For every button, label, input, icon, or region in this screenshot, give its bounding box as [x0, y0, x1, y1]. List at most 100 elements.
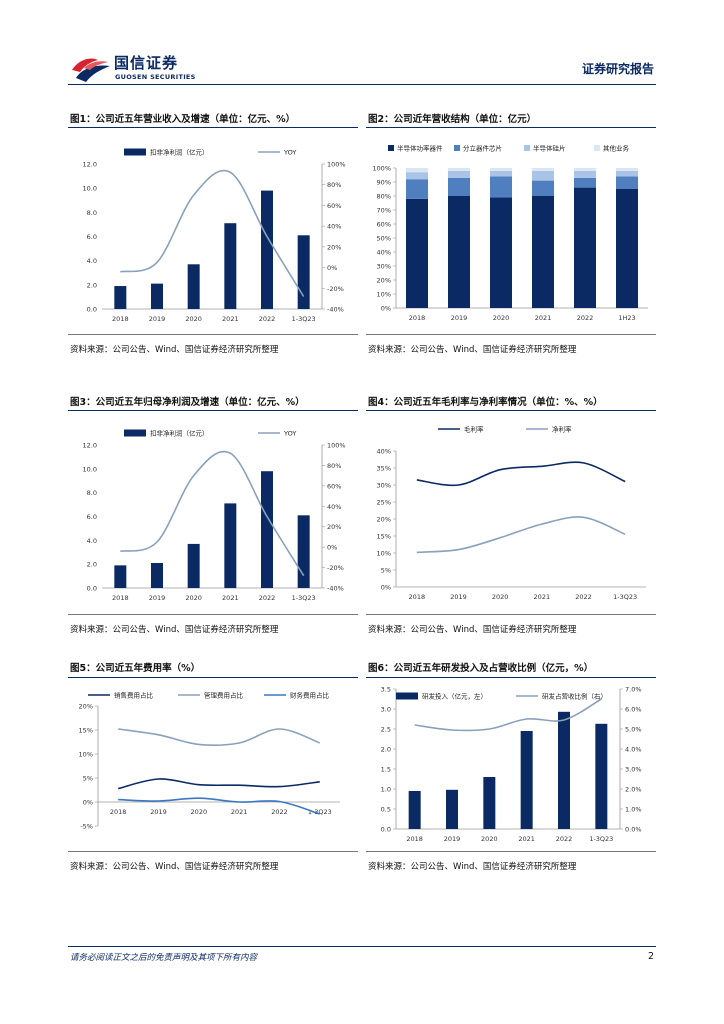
right-axis-tick: 60% — [327, 202, 341, 210]
bar-2021-其他业务 — [532, 168, 554, 171]
legend-bar-swatch — [396, 692, 418, 700]
figure-6-title: 图6：公司近五年研发投入及占营收比例（亿元，%） — [368, 663, 594, 674]
x-axis-tick-2022: 2022 — [556, 835, 573, 842]
legend-swatch-其他业务 — [594, 145, 600, 151]
line-series-毛利率 — [416, 461, 626, 487]
bar-2021-分立器件芯片 — [532, 180, 554, 196]
bar-2019 — [151, 283, 163, 309]
figure-3-chart: 0.0 2.0 4.0 6.0 8.0 10.0 12.0 -40% -20% 0% 20% 40% 6… — [68, 423, 358, 606]
line-series-YOY — [120, 450, 305, 577]
bar-2018 — [408, 791, 421, 829]
left-axis-tick: 10.0 — [83, 465, 97, 473]
right-axis-tick: -20% — [327, 564, 344, 572]
y-axis-tick: 10% — [377, 550, 391, 558]
bar-2018-半导体硅片 — [406, 172, 428, 180]
right-axis-tick: -40% — [327, 585, 344, 593]
x-axis-tick-2022: 2022 — [577, 314, 594, 322]
x-axis-tick-1-3Q23: 1-3Q23 — [292, 315, 316, 323]
bar-2021-半导体功率器件 — [532, 196, 554, 308]
page-header: 国信证券 GUOSEN SECURITIES 证券研究报告 — [0, 0, 724, 90]
figure-6-bottom-rule — [366, 851, 656, 852]
left-axis-tick: 3.0 — [381, 706, 391, 714]
bar-2018 — [114, 565, 127, 588]
left-axis-tick: 12.0 — [83, 161, 97, 169]
right-axis-tick: 7.0% — [625, 686, 642, 694]
right-axis-tick: 60% — [327, 482, 341, 490]
right-axis-tick: 100% — [327, 161, 346, 169]
bar-2022 — [558, 711, 570, 829]
legend-label-其他业务: 其他业务 — [603, 144, 630, 153]
figure-5-top-rule — [68, 677, 358, 678]
left-axis-tick: 1.5 — [381, 766, 391, 774]
bar-2019-半导体硅片 — [448, 170, 470, 178]
right-axis-tick: 0% — [327, 544, 337, 552]
y-axis-tick: 20% — [377, 516, 391, 524]
x-axis-tick-1-3Q23: 1-3Q23 — [589, 835, 613, 842]
legend-label-半导体硅片: 半导体硅片 — [533, 144, 566, 153]
x-axis-tick-2018: 2018 — [112, 594, 129, 602]
left-axis-tick: 2.5 — [381, 726, 391, 734]
chart-svg: 0.0 2.0 4.0 6.0 8.0 10.0 12.0 -40% -20% 0% 20% 40% 6… — [83, 148, 346, 324]
left-axis-tick: 4.0 — [87, 257, 97, 265]
x-axis-tick-2020: 2020 — [481, 835, 498, 842]
bar-1H23-分立器件芯片 — [616, 176, 638, 189]
bar-1-3Q23 — [595, 723, 608, 829]
y-axis-tick: 80% — [377, 193, 391, 201]
x-axis-tick-2018: 2018 — [112, 315, 129, 323]
left-axis-tick: 0.0 — [381, 826, 391, 834]
x-axis-tick-2020: 2020 — [492, 593, 509, 601]
bar-2022-半导体功率器件 — [574, 187, 596, 308]
figure-5-source: 资料来源：公司公告、Wind、国信证券经济研究所整理 — [70, 862, 279, 872]
figure-1-bottom-rule — [68, 334, 358, 335]
bar-2018-半导体功率器件 — [406, 198, 428, 308]
figure-1-top-rule — [68, 127, 358, 128]
figure-2-top-rule — [366, 127, 656, 128]
figure-2-bottom-rule — [366, 334, 656, 335]
bar-2022-其他业务 — [574, 168, 596, 171]
figure-4-bottom-rule — [366, 614, 656, 615]
figure-1-chart: 0.0 2.0 4.0 6.0 8.0 10.0 12.0 -40% -20% 0% 20% 40% 6… — [68, 142, 358, 327]
page-number: 2 — [647, 951, 654, 962]
right-axis-tick: 0.0% — [625, 826, 642, 834]
y-axis-tick: 35% — [377, 465, 391, 473]
chart-svg: 0% 5% 10% 15% 20% 25% 30% 35% 40% 2018 2019 2020 202… — [377, 425, 646, 601]
bar-2022-半导体硅片 — [574, 170, 596, 178]
x-axis-tick-2019: 2019 — [451, 314, 468, 322]
footer-disclaimer: 请务必阅读正文之后的免责声明及其项下所有内容 — [70, 953, 258, 963]
x-axis-tick-2018: 2018 — [110, 808, 127, 816]
y-axis-tick: 100% — [372, 165, 391, 173]
bar-2022 — [261, 190, 273, 309]
bar-1H23-半导体功率器件 — [616, 189, 638, 308]
right-axis-tick: 5.0% — [625, 726, 642, 734]
figure-2-chart: 0% 10% 20% 30% 40% 50% 60% 70% 80% 90% 100% 2018 201… — [366, 138, 656, 328]
x-axis-tick-2021: 2021 — [231, 808, 248, 816]
logo-text-en: GUOSEN SECURITIES — [115, 73, 196, 81]
right-axis-tick: 40% — [327, 503, 341, 511]
bar-2018-分立器件芯片 — [406, 179, 428, 199]
bar-2020 — [187, 264, 200, 309]
legend-line-label: 研发占营收比例（右） — [542, 692, 607, 701]
x-axis-tick-2019: 2019 — [149, 594, 166, 602]
figure-6-source: 资料来源：公司公告、Wind、国信证券经济研究所整理 — [368, 862, 577, 872]
left-axis-tick: 2.0 — [87, 281, 97, 289]
right-axis-tick: 6.0% — [625, 706, 642, 714]
bar-1H23-半导体硅片 — [616, 170, 638, 177]
x-axis-tick-2019: 2019 — [444, 835, 461, 842]
x-axis-tick-1-3Q23: 1-3Q23 — [613, 593, 637, 601]
left-axis-tick: 3.5 — [381, 686, 391, 694]
x-axis-tick-1-3Q23: 1-3Q23 — [292, 594, 316, 602]
x-axis-tick-2022: 2022 — [271, 808, 288, 816]
x-axis-tick-1H23: 1H23 — [618, 314, 635, 322]
chart-svg: 0.0 2.0 4.0 6.0 8.0 10.0 12.0 -40% -20% 0% 20% 40% 6… — [83, 429, 346, 603]
legend-line-label: YOY — [283, 149, 296, 157]
figure-3-source: 资料来源：公司公告、Wind、国信证券经济研究所整理 — [70, 625, 279, 635]
legend-line-label: YOY — [283, 430, 296, 438]
bar-2019-半导体功率器件 — [448, 196, 470, 308]
bar-2020-其他业务 — [490, 168, 512, 171]
y-axis-tick: 25% — [377, 499, 391, 507]
figure-3-top-rule — [68, 410, 358, 411]
y-axis-tick: 5% — [83, 775, 93, 783]
left-axis-tick: 8.0 — [87, 209, 97, 217]
logo-text-cn: 国信证券 — [114, 54, 179, 72]
right-axis-tick: 4.0% — [625, 746, 642, 754]
